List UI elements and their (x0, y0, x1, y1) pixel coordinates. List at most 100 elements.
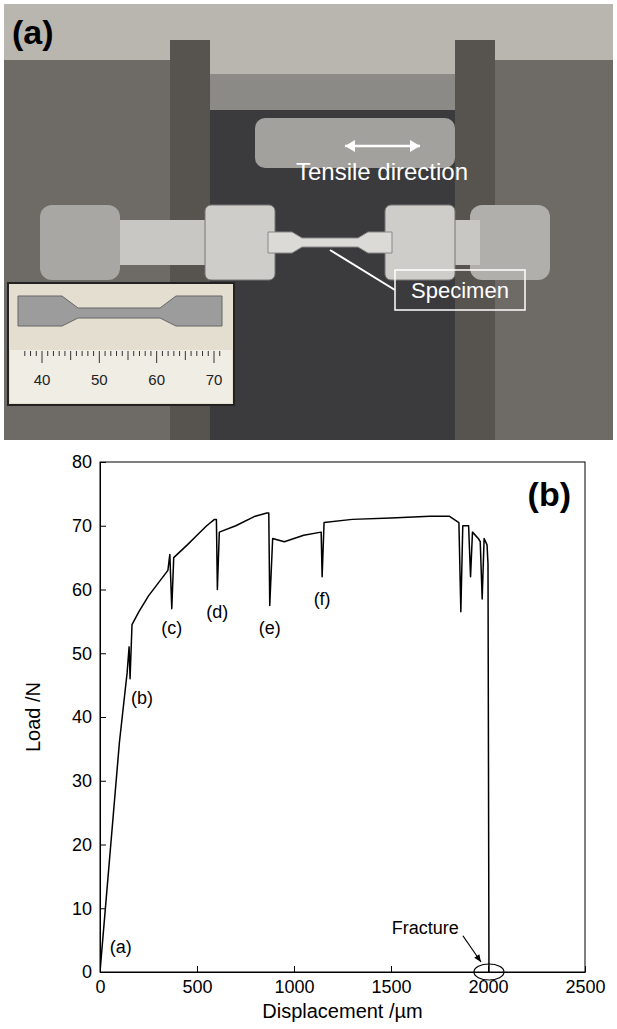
ruler-minor-tick (162, 351, 163, 356)
ruler-minor-tick (105, 351, 106, 356)
load-curve (100, 513, 489, 972)
ruler-minor-tick (208, 351, 209, 356)
ruler-minor-tick (99, 351, 100, 363)
x-tick-label: 500 (182, 977, 212, 997)
y-tick: 50 (72, 644, 106, 664)
fracture-arrow (463, 936, 481, 962)
inset-specimen (18, 296, 222, 326)
x-tick: 2500 (565, 966, 605, 997)
ruler-minor-tick (219, 351, 220, 356)
y-tick-label: 0 (82, 962, 92, 982)
y-tick-mark (100, 590, 106, 591)
x-axis: 05001000150020002500 (95, 966, 605, 997)
ruler-minor-tick (82, 351, 83, 356)
ruler-minor-tick (156, 351, 157, 363)
ruler-minor-tick (59, 351, 60, 356)
right-grip (385, 205, 455, 280)
y-tick-mark (100, 781, 106, 782)
ruler-minor-tick (53, 351, 54, 356)
y-tick-mark (100, 462, 106, 463)
x-tick-label: 1500 (371, 977, 411, 997)
y-tick: 10 (72, 899, 106, 919)
x-axis-title: Displacement /µm (262, 1000, 422, 1022)
fracture-label: Fracture (392, 918, 459, 938)
tensile-arrow-head (345, 140, 355, 152)
specimen-label: Specimen (411, 278, 509, 303)
y-tick-label: 40 (72, 707, 92, 727)
specimen (268, 232, 392, 253)
event-label: (f) (314, 589, 331, 609)
ruler-minor-tick (168, 351, 169, 356)
x-tick-mark (585, 966, 586, 972)
ruler-minor-tick (128, 351, 129, 360)
inset-frame (8, 283, 234, 405)
ruler-minor-tick (70, 351, 71, 360)
x-axis-line (101, 972, 586, 973)
ruler-minor-tick (122, 351, 123, 356)
ruler-minor-tick (214, 351, 215, 363)
figure: Tensile directionSpecimen40506070(a)0500… (0, 0, 617, 1029)
ruler-minor-tick (179, 351, 180, 356)
y-tick-label: 10 (72, 899, 92, 919)
y-tick: 40 (72, 707, 106, 727)
ruler-minor-tick (36, 351, 37, 356)
event-label: (d) (206, 602, 228, 622)
left-cylinder (40, 205, 120, 280)
event-label: (e) (259, 618, 281, 638)
x-tick-label: 2500 (565, 977, 605, 997)
y-tick: 20 (72, 835, 106, 855)
x-tick: 500 (182, 966, 212, 997)
ruler-label: 40 (34, 371, 51, 388)
ruler-minor-tick (150, 351, 151, 356)
ruler-minor-tick (87, 351, 88, 356)
panel-b: 0500100015002000250001020304050607080Dis… (22, 452, 606, 1022)
ruler-minor-tick (202, 351, 203, 356)
ruler-label: 60 (148, 371, 165, 388)
y-tick-label: 50 (72, 644, 92, 664)
ruler-minor-tick (24, 351, 25, 356)
ruler (10, 350, 232, 403)
ruler-minor-tick (110, 351, 111, 356)
ruler-minor-tick (196, 351, 197, 356)
x-tick-label: 0 (95, 977, 105, 997)
y-tick: 70 (72, 516, 106, 536)
y-tick-label: 80 (72, 452, 92, 472)
y-tick: 30 (72, 771, 106, 791)
y-tick: 80 (72, 452, 106, 472)
ruler-minor-tick (145, 351, 146, 356)
plot-frame (100, 462, 585, 972)
photo-background (4, 4, 613, 440)
ruler-minor-tick (116, 351, 117, 356)
y-tick-mark (100, 845, 106, 846)
fracture-arrow-head (474, 954, 481, 962)
x-tick: 1000 (274, 966, 314, 997)
ruler-minor-tick (64, 351, 65, 356)
ruler-minor-tick (30, 351, 31, 356)
ruler-minor-tick (139, 351, 140, 356)
specimen-label-box (395, 270, 525, 310)
y-tick: 0 (82, 962, 106, 982)
panel-a: Tensile directionSpecimen40506070(a) (4, 4, 613, 440)
y-tick: 60 (72, 580, 106, 600)
inset: 40506070 (8, 283, 234, 405)
panel-label: (b) (528, 475, 571, 513)
ruler-label: 50 (91, 371, 108, 388)
ruler-minor-tick (133, 351, 134, 356)
y-tick-mark (100, 526, 106, 527)
specimen-pointer (330, 250, 395, 290)
panel-label: (a) (12, 13, 54, 51)
x-tick-mark (391, 966, 392, 972)
x-tick-mark (197, 966, 198, 972)
ruler-minor-tick (42, 351, 43, 363)
y-tick-mark (100, 653, 106, 654)
ruler-minor-tick (93, 351, 94, 356)
x-tick: 1500 (371, 966, 411, 997)
y-tick-label: 20 (72, 835, 92, 855)
fracture-circle (474, 964, 504, 980)
ruler-minor-tick (47, 351, 48, 356)
event-label: (b) (131, 688, 153, 708)
ruler-minor-tick (185, 351, 186, 360)
tensile-label: Tensile direction (296, 158, 468, 185)
tensile-arrow (345, 145, 420, 148)
event-label: (a) (110, 937, 132, 957)
